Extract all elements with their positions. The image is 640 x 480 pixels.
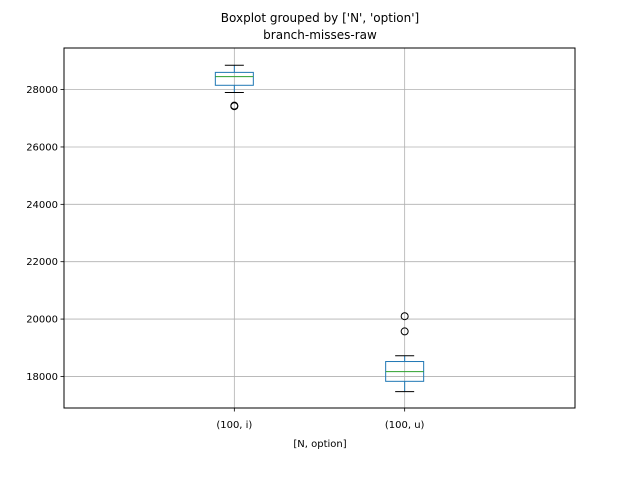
y-tick-label: 20000 [26,315,58,326]
box-group [214,64,254,111]
y-tick-label: 18000 [26,372,58,383]
x-axis: (100, i) (100, u) [216,408,425,431]
y-tick-label: 22000 [26,257,58,268]
plot-layer [214,64,425,393]
y-tick-label: 26000 [26,142,58,153]
box-iqr [214,71,254,86]
x-tick-label: (100, u) [385,420,425,431]
y-axis: 18000 20000 22000 24000 26000 28000 [26,85,64,383]
x-tick-label: (100, i) [216,420,252,431]
outlier-point [400,312,409,321]
box-group [385,312,425,393]
outlier-point [400,327,409,336]
x-axis-label: [N, option] [293,439,346,450]
chart-suptitle: Boxplot grouped by ['N', 'option'] [221,11,419,25]
y-tick-label: 24000 [26,200,58,211]
outlier-point [230,101,239,110]
axes-frame [63,47,576,409]
grid-layer [64,48,575,408]
y-tick-label: 28000 [26,85,58,96]
chart-title: branch-misses-raw [263,28,377,42]
